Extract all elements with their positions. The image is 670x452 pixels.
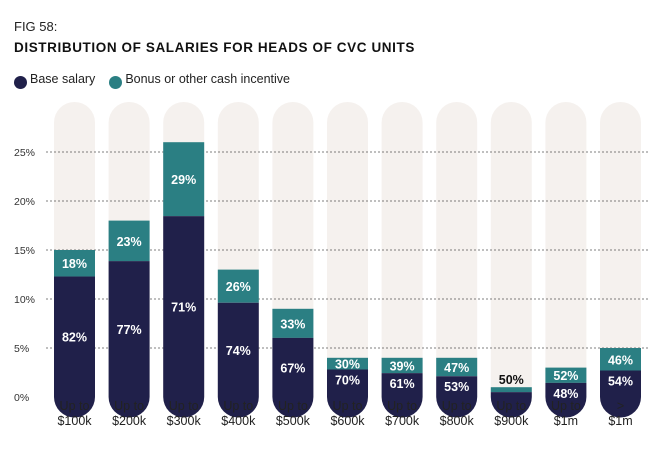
bonus-value-label: 33%	[280, 317, 305, 331]
bonus-value-label: 39%	[390, 359, 415, 373]
legend-item-bonus: Bonus or other cash incentive	[109, 72, 290, 89]
base-bar	[53, 276, 95, 418]
bonus-bar	[217, 269, 259, 303]
bar-track	[436, 102, 478, 418]
x-tick-label: $500k	[276, 414, 311, 428]
y-tick-label: 20%	[14, 196, 35, 208]
x-tick-label: $1m	[608, 414, 632, 428]
x-tick-label: Up to	[278, 399, 308, 413]
x-tick-label: Up to	[223, 399, 253, 413]
bonus-value-label: 26%	[226, 280, 251, 294]
bonus-value-label: 46%	[608, 353, 633, 367]
bonus-value-label: 23%	[117, 235, 142, 249]
bar-track	[490, 102, 532, 418]
legend: Base salary Bonus or other cash incentiv…	[14, 72, 304, 89]
bar-track	[600, 102, 641, 418]
bonus-bar	[108, 220, 150, 262]
bonus-bar	[272, 308, 314, 338]
base-bar	[108, 261, 150, 418]
base-value-label: 61%	[390, 377, 415, 391]
base-value-label: 54%	[608, 375, 633, 389]
base-value-label: 74%	[226, 344, 251, 358]
bar-track	[545, 102, 587, 418]
y-tick-label: 15%	[14, 245, 35, 257]
bonus-bar	[54, 250, 95, 277]
y-tick-label: 10%	[14, 294, 35, 306]
x-tick-label: Up to	[60, 399, 90, 413]
x-tick-label: $400k	[221, 414, 256, 428]
legend-item-base: Base salary	[14, 72, 96, 89]
y-tick-label: 25%	[14, 147, 35, 159]
base-value-label: 82%	[62, 331, 87, 345]
x-tick-label: $700k	[385, 414, 420, 428]
base-bar	[600, 370, 641, 418]
bonus-bar	[163, 142, 205, 217]
x-tick-label: Up to	[551, 399, 581, 413]
x-tick-label: $600k	[330, 414, 365, 428]
bonus-bar	[600, 348, 641, 371]
x-tick-label: $1m	[554, 414, 578, 428]
bonus-bar	[545, 367, 587, 383]
y-tick-label: 5%	[14, 343, 29, 355]
base-bar	[163, 216, 205, 418]
x-tick-label: $900k	[494, 414, 529, 428]
bonus-bar	[327, 357, 368, 370]
base-bar	[217, 302, 259, 418]
x-tick-label: Up to	[169, 399, 199, 413]
base-bar	[490, 392, 532, 418]
base-value-label: 67%	[280, 361, 305, 375]
base-value-label: 50%	[499, 373, 524, 387]
x-tick-label: >	[617, 399, 624, 413]
bonus-bar	[490, 387, 532, 393]
legend-swatch-bonus	[109, 76, 123, 89]
x-tick-label: $300k	[167, 414, 202, 428]
chart-title: DISTRIBUTION OF SALARIES FOR HEADS OF CV…	[14, 40, 415, 55]
base-bar	[436, 376, 478, 418]
x-tick-label: $100k	[57, 414, 92, 428]
legend-label-base: Base salary	[30, 72, 96, 86]
base-value-label: 53%	[444, 380, 469, 394]
y-tick-label: 0%	[14, 392, 29, 404]
x-tick-label: Up to	[114, 399, 144, 413]
bar-track	[327, 102, 368, 418]
x-tick-label: Up to	[387, 399, 417, 413]
x-tick-label: Up to	[333, 399, 363, 413]
bonus-value-label: 18%	[62, 257, 87, 271]
base-bar	[545, 382, 587, 418]
bonus-value-label: 52%	[553, 369, 578, 383]
bar-track	[381, 102, 423, 418]
legend-label-bonus: Bonus or other cash incentive	[125, 72, 290, 86]
base-bar	[327, 369, 368, 418]
legend-swatch-base	[14, 76, 27, 89]
x-tick-label: $800k	[440, 414, 475, 428]
base-value-label: 71%	[171, 301, 196, 315]
bonus-value-label: 29%	[171, 173, 196, 187]
base-bar	[272, 337, 314, 418]
bonus-value-label: 30%	[335, 358, 360, 372]
bonus-value-label: 47%	[444, 361, 469, 375]
bonus-bar	[381, 357, 423, 374]
bonus-bar	[436, 357, 478, 377]
base-value-label: 48%	[553, 387, 578, 401]
x-tick-label: $200k	[112, 414, 147, 428]
x-tick-label: Up to	[496, 399, 526, 413]
base-value-label: 77%	[117, 323, 142, 337]
x-tick-label: Up to	[442, 399, 472, 413]
base-value-label: 70%	[335, 374, 360, 388]
figure-label: FIG 58:	[14, 19, 58, 34]
base-bar	[381, 373, 423, 418]
